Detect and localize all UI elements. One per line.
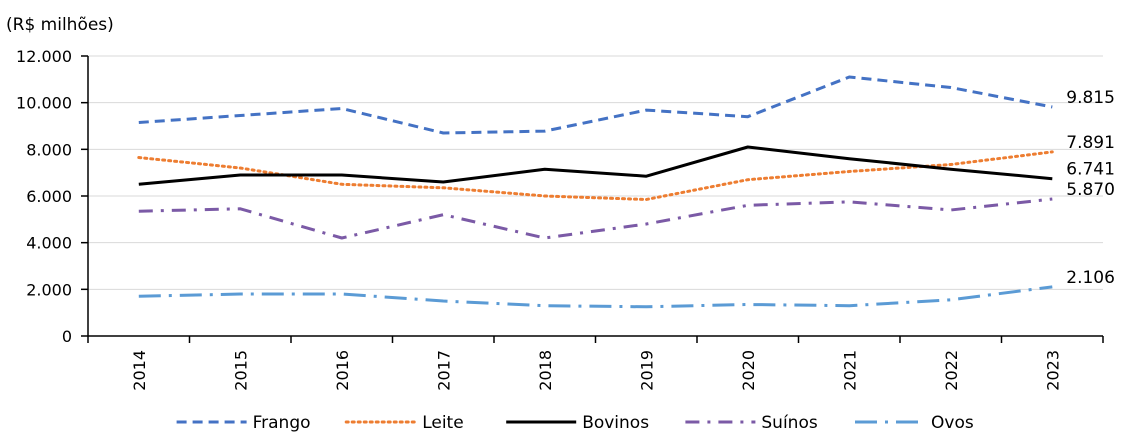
unit-label: (R$ milhões)	[6, 15, 114, 35]
end-label-ovos: 2.106	[1066, 268, 1115, 288]
x-tick-label: 2021	[840, 350, 859, 391]
x-tick-label: 2015	[231, 350, 250, 391]
axes: 0 2.000 4.000 6.000 8.000 10.000 12.000 2014 201…	[16, 47, 1104, 391]
series-line-suínos	[138, 197, 1053, 240]
x-tick-label: 2020	[739, 350, 758, 391]
x-tick-label: 2023	[1043, 350, 1062, 391]
x-tick-label: 2018	[536, 350, 555, 391]
series-line-frango	[138, 75, 1053, 135]
end-label-bovinos: 6.741	[1066, 160, 1115, 180]
gridlines	[88, 55, 1103, 290]
legend-label-leite: Leite	[422, 413, 463, 433]
y-tick-label: 2.000	[26, 280, 72, 299]
legend: Frango Leite Bovinos Suínos Ovos	[176, 413, 974, 433]
x-tick-label: 2017	[434, 350, 453, 391]
x-tick-label: 2019	[637, 350, 656, 391]
y-tick-label: 8.000	[26, 140, 72, 159]
legend-label-frango: Frango	[253, 413, 311, 433]
end-label-frango: 9.815	[1066, 88, 1115, 108]
series-line-bovinos	[138, 145, 1053, 186]
y-tick-label: 0	[62, 327, 72, 346]
y-tick-label: 6.000	[26, 187, 72, 206]
y-tick-label: 4.000	[26, 234, 72, 253]
legend-label-ovos: Ovos	[931, 413, 974, 433]
series-line-ovos	[138, 285, 1053, 309]
series-lines	[137, 75, 1054, 309]
x-tick-label: 2016	[333, 350, 352, 391]
end-label-suínos: 5.870	[1066, 180, 1115, 200]
y-tick-label: 10.000	[16, 94, 72, 113]
legend-label-bovinos: Bovinos	[582, 413, 649, 433]
x-tick-label: 2022	[942, 350, 961, 391]
y-tick-label: 12.000	[16, 47, 72, 66]
x-tick-label: 2014	[130, 350, 149, 391]
end-label-leite: 7.891	[1066, 133, 1115, 153]
legend-label-suínos: Suínos	[761, 413, 817, 433]
